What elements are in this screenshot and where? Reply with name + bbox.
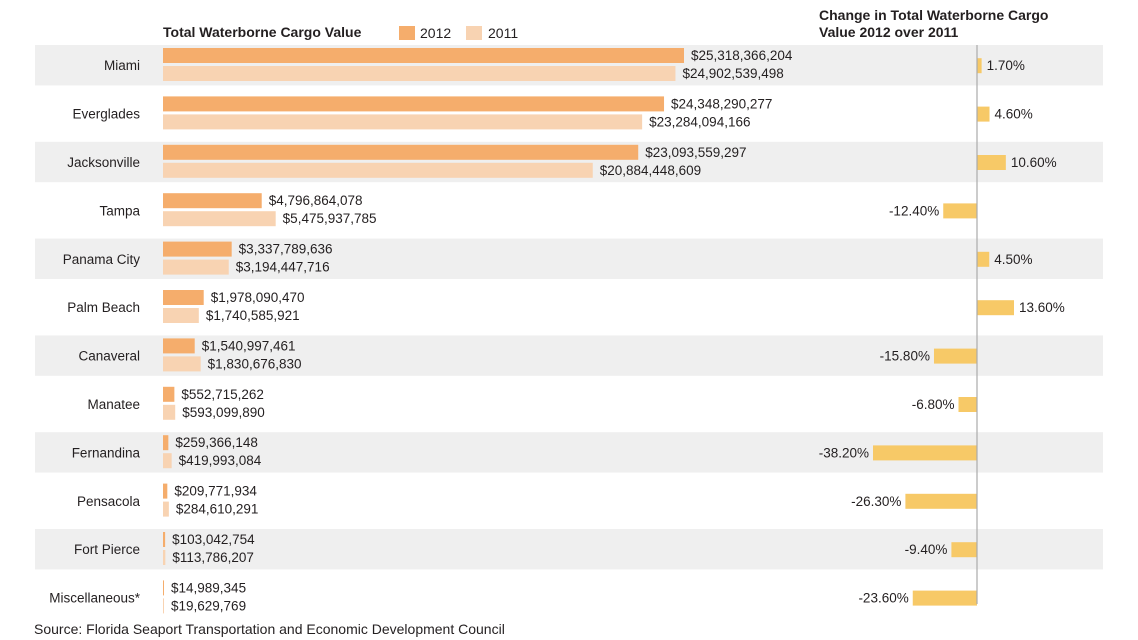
change-bar: [873, 445, 977, 461]
value-label-2012: $23,093,559,297: [645, 145, 746, 160]
bar-2011: [163, 308, 199, 323]
change-label: 4.60%: [995, 107, 1033, 122]
change-bar: [977, 155, 1006, 170]
source-note: Source: Florida Seaport Transportation a…: [34, 621, 505, 637]
change-label: -12.40%: [889, 203, 939, 218]
bar-2011: [163, 259, 229, 275]
bar-2012: [163, 48, 684, 63]
bar-2011: [163, 501, 169, 517]
value-label-2011: $1,830,676,830: [208, 356, 302, 371]
category-label: Pensacola: [77, 494, 141, 509]
legend-label-2011: 2011: [488, 25, 518, 41]
change-bar: [933, 348, 977, 364]
bar-2011: [163, 356, 201, 372]
value-label-2011: $20,884,448,609: [600, 163, 701, 178]
category-label: Tampa: [99, 203, 140, 218]
chart-title: Total Waterborne Cargo Value: [163, 24, 362, 40]
bar-2012: [163, 532, 166, 547]
bar-2012: [163, 338, 195, 354]
bar-2011: [163, 162, 593, 178]
change-bar: [977, 300, 1014, 316]
value-label-2011: $113,786,207: [172, 550, 254, 565]
legend-swatch-2011: [466, 26, 482, 40]
bar-2012: [163, 241, 232, 257]
value-label-2011: $593,099,890: [182, 405, 265, 420]
value-label-2012: $209,771,934: [174, 484, 257, 499]
value-label-2012: $4,796,864,078: [269, 193, 363, 208]
bar-2011: [163, 550, 166, 565]
change-label: -9.40%: [905, 542, 948, 557]
change-label: -26.30%: [851, 494, 901, 509]
change-label: 4.50%: [994, 252, 1032, 267]
change-label: 10.60%: [1011, 155, 1057, 170]
value-label-2012: $552,715,262: [181, 387, 264, 402]
change-bar: [958, 397, 977, 412]
change-title-line-1: Change in Total Waterborne Cargo: [819, 7, 1048, 23]
category-label: Manatee: [87, 397, 140, 412]
value-label-2012: $25,318,366,204: [691, 48, 793, 63]
value-label-2012: $259,366,148: [175, 435, 258, 450]
change-title-line-2: Value 2012 over 2011: [819, 24, 959, 40]
category-label: Jacksonville: [67, 155, 140, 170]
change-label: -23.60%: [858, 591, 908, 606]
bar-2011: [163, 404, 176, 420]
value-label-2011: $284,610,291: [176, 502, 259, 517]
change-label: 1.70%: [987, 58, 1025, 73]
bar-2012: [163, 96, 665, 112]
change-bar: [943, 203, 977, 219]
change-label: -38.20%: [819, 445, 869, 460]
value-label-2011: $3,194,447,716: [236, 260, 330, 275]
legend-swatch-2012: [399, 26, 415, 40]
change-bar: [977, 106, 990, 122]
category-label: Panama City: [63, 252, 141, 267]
bar-2011: [163, 114, 643, 130]
category-label: Canaveral: [78, 349, 140, 364]
value-label-2012: $3,337,789,636: [239, 242, 333, 257]
change-label: 13.60%: [1019, 300, 1065, 315]
change-bar: [977, 251, 990, 267]
value-label-2012: $103,042,754: [172, 532, 255, 547]
bar-2011: [163, 66, 676, 81]
value-label-2012: $1,540,997,461: [202, 338, 296, 353]
bar-2011: [163, 211, 276, 227]
legend-label-2012: 2012: [420, 25, 451, 41]
bar-2012: [163, 435, 169, 451]
value-label-2012: $1,978,090,470: [211, 290, 305, 305]
change-bar: [912, 590, 977, 606]
bar-2012: [163, 483, 168, 499]
bar-2012: [163, 580, 164, 596]
value-label-2011: $5,475,937,785: [283, 211, 377, 226]
value-label-2011: $19,629,769: [171, 598, 246, 613]
value-label-2011: $24,902,539,498: [682, 66, 783, 81]
value-label-2011: $23,284,094,166: [649, 114, 750, 129]
value-label-2012: $24,348,290,277: [671, 96, 772, 111]
value-label-2011: $419,993,084: [179, 453, 262, 468]
bar-2012: [163, 386, 175, 402]
change-label: -15.80%: [880, 349, 930, 364]
bar-2012: [163, 290, 204, 305]
chart-rows: Miami $25,318,366,204 $24,902,539,498 1.70%…: [49, 48, 1065, 614]
category-label: Fort Pierce: [74, 542, 140, 557]
bar-2011: [163, 598, 164, 614]
category-label: Miscellaneous*: [49, 591, 141, 606]
value-label-2011: $1,740,585,921: [206, 308, 300, 323]
category-label: Miami: [104, 58, 140, 73]
change-bar: [905, 493, 977, 509]
bar-2011: [163, 453, 172, 469]
row-bands: [35, 45, 1103, 570]
change-bar: [977, 58, 982, 74]
value-label-2012: $14,989,345: [171, 580, 246, 595]
change-label: -6.80%: [912, 397, 955, 412]
category-label: Everglades: [72, 107, 140, 122]
change-bar: [951, 542, 977, 558]
bar-2012: [163, 144, 639, 160]
category-label: Palm Beach: [67, 300, 140, 315]
row-band: [35, 529, 1103, 570]
category-label: Fernandina: [72, 445, 141, 460]
bar-2012: [163, 193, 262, 209]
row-band: [35, 335, 1103, 376]
